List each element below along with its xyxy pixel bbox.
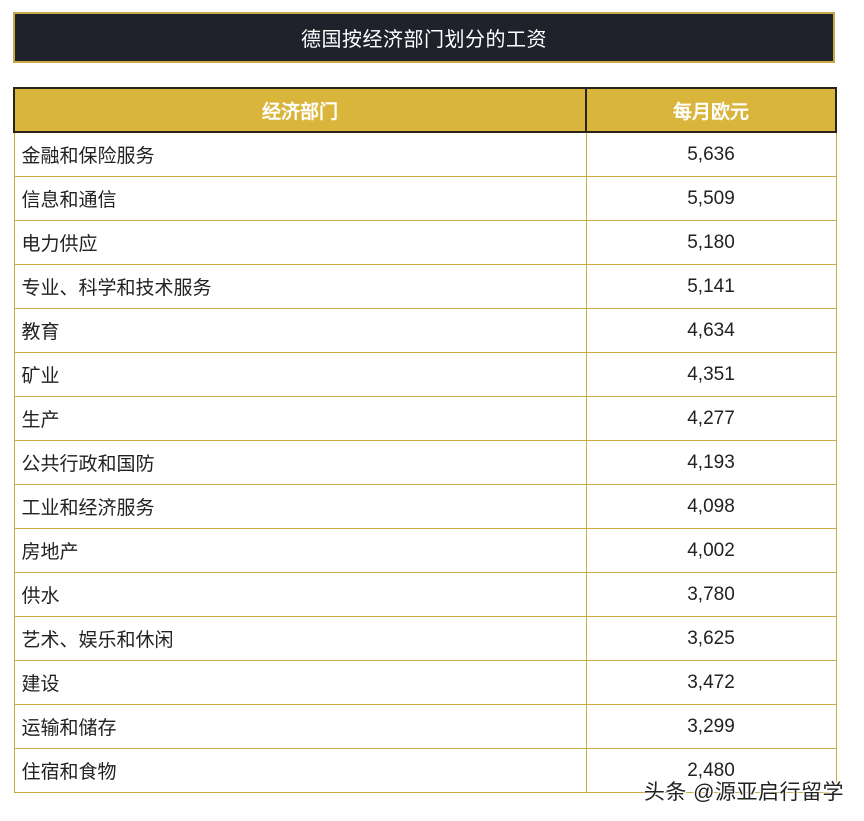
sector-cell: 专业、科学和技术服务 <box>13 264 587 309</box>
table-row: 房地产 4,002 <box>13 528 837 573</box>
value-cell: 5,141 <box>585 264 837 309</box>
table-row: 金融和保险服务 5,636 <box>13 131 837 177</box>
sector-cell: 供水 <box>13 572 587 617</box>
value-cell: 4,634 <box>585 308 837 353</box>
header-sector: 经济部门 <box>13 87 587 133</box>
table-header-row: 经济部门 每月欧元 <box>13 87 837 133</box>
value-cell: 3,472 <box>585 660 837 705</box>
value-cell: 4,098 <box>585 484 837 529</box>
table-row: 信息和通信 5,509 <box>13 176 837 221</box>
table-row: 艺术、娱乐和休闲 3,625 <box>13 616 837 661</box>
watermark: 头条 @源亚启行留学 <box>643 781 844 804</box>
table-row: 建设 3,472 <box>13 660 837 705</box>
value-cell: 4,002 <box>585 528 837 573</box>
table-row: 专业、科学和技术服务 5,141 <box>13 264 837 309</box>
value-cell: 4,277 <box>585 396 837 441</box>
value-cell: 5,636 <box>585 131 837 177</box>
sector-cell: 建设 <box>13 660 587 705</box>
sector-cell: 矿业 <box>13 352 587 397</box>
table-row: 公共行政和国防 4,193 <box>13 440 837 485</box>
table-row: 电力供应 5,180 <box>13 220 837 265</box>
sector-cell: 公共行政和国防 <box>13 440 587 485</box>
page-title-text: 德国按经济部门划分的工资 <box>301 29 547 51</box>
value-cell: 3,625 <box>585 616 837 661</box>
sector-cell: 工业和经济服务 <box>13 484 587 529</box>
sector-cell: 艺术、娱乐和休闲 <box>13 616 587 661</box>
table-row: 矿业 4,351 <box>13 352 837 397</box>
value-cell: 4,193 <box>585 440 837 485</box>
value-cell: 4,351 <box>585 352 837 397</box>
header-monthly-euro: 每月欧元 <box>585 87 837 133</box>
sector-cell: 生产 <box>13 396 587 441</box>
value-cell: 5,180 <box>585 220 837 265</box>
value-cell: 2,480 <box>585 748 837 793</box>
value-cell: 5,509 <box>585 176 837 221</box>
table-row: 生产 4,277 <box>13 396 837 441</box>
table-row: 运输和储存 3,299 <box>13 704 837 749</box>
sector-cell: 电力供应 <box>13 220 587 265</box>
page-title: 德国按经济部门划分的工资 <box>13 12 835 63</box>
table-row: 住宿和食物 2,480 <box>13 748 837 793</box>
sector-cell: 教育 <box>13 308 587 353</box>
wages-table: 经济部门 每月欧元 金融和保险服务 5,636 信息和通信 5,509 电力供应… <box>13 87 837 793</box>
sector-cell: 住宿和食物 <box>13 748 587 793</box>
sector-cell: 信息和通信 <box>13 176 587 221</box>
value-cell: 3,780 <box>585 572 837 617</box>
sector-cell: 房地产 <box>13 528 587 573</box>
sector-cell: 金融和保险服务 <box>13 131 587 177</box>
sector-cell: 运输和储存 <box>13 704 587 749</box>
table-row: 工业和经济服务 4,098 <box>13 484 837 529</box>
value-cell: 3,299 <box>585 704 837 749</box>
table-row: 教育 4,634 <box>13 308 837 353</box>
table-row: 供水 3,780 <box>13 572 837 617</box>
